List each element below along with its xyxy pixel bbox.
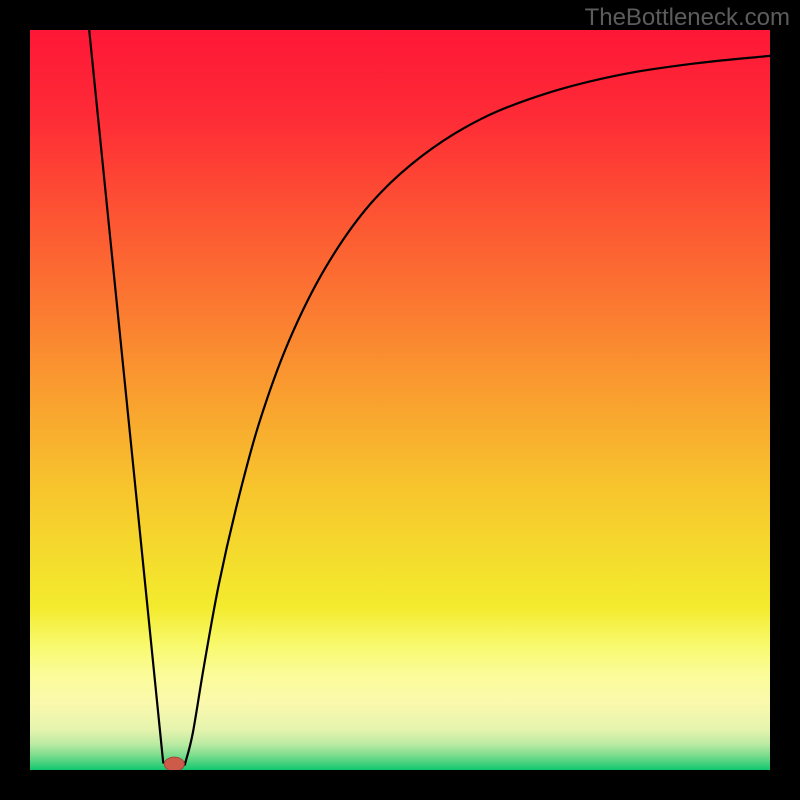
plot-area	[30, 30, 770, 770]
watermark-text: TheBottleneck.com	[585, 4, 790, 32]
chart-container: TheBottleneck.com	[0, 0, 800, 800]
gradient-background	[30, 30, 770, 770]
